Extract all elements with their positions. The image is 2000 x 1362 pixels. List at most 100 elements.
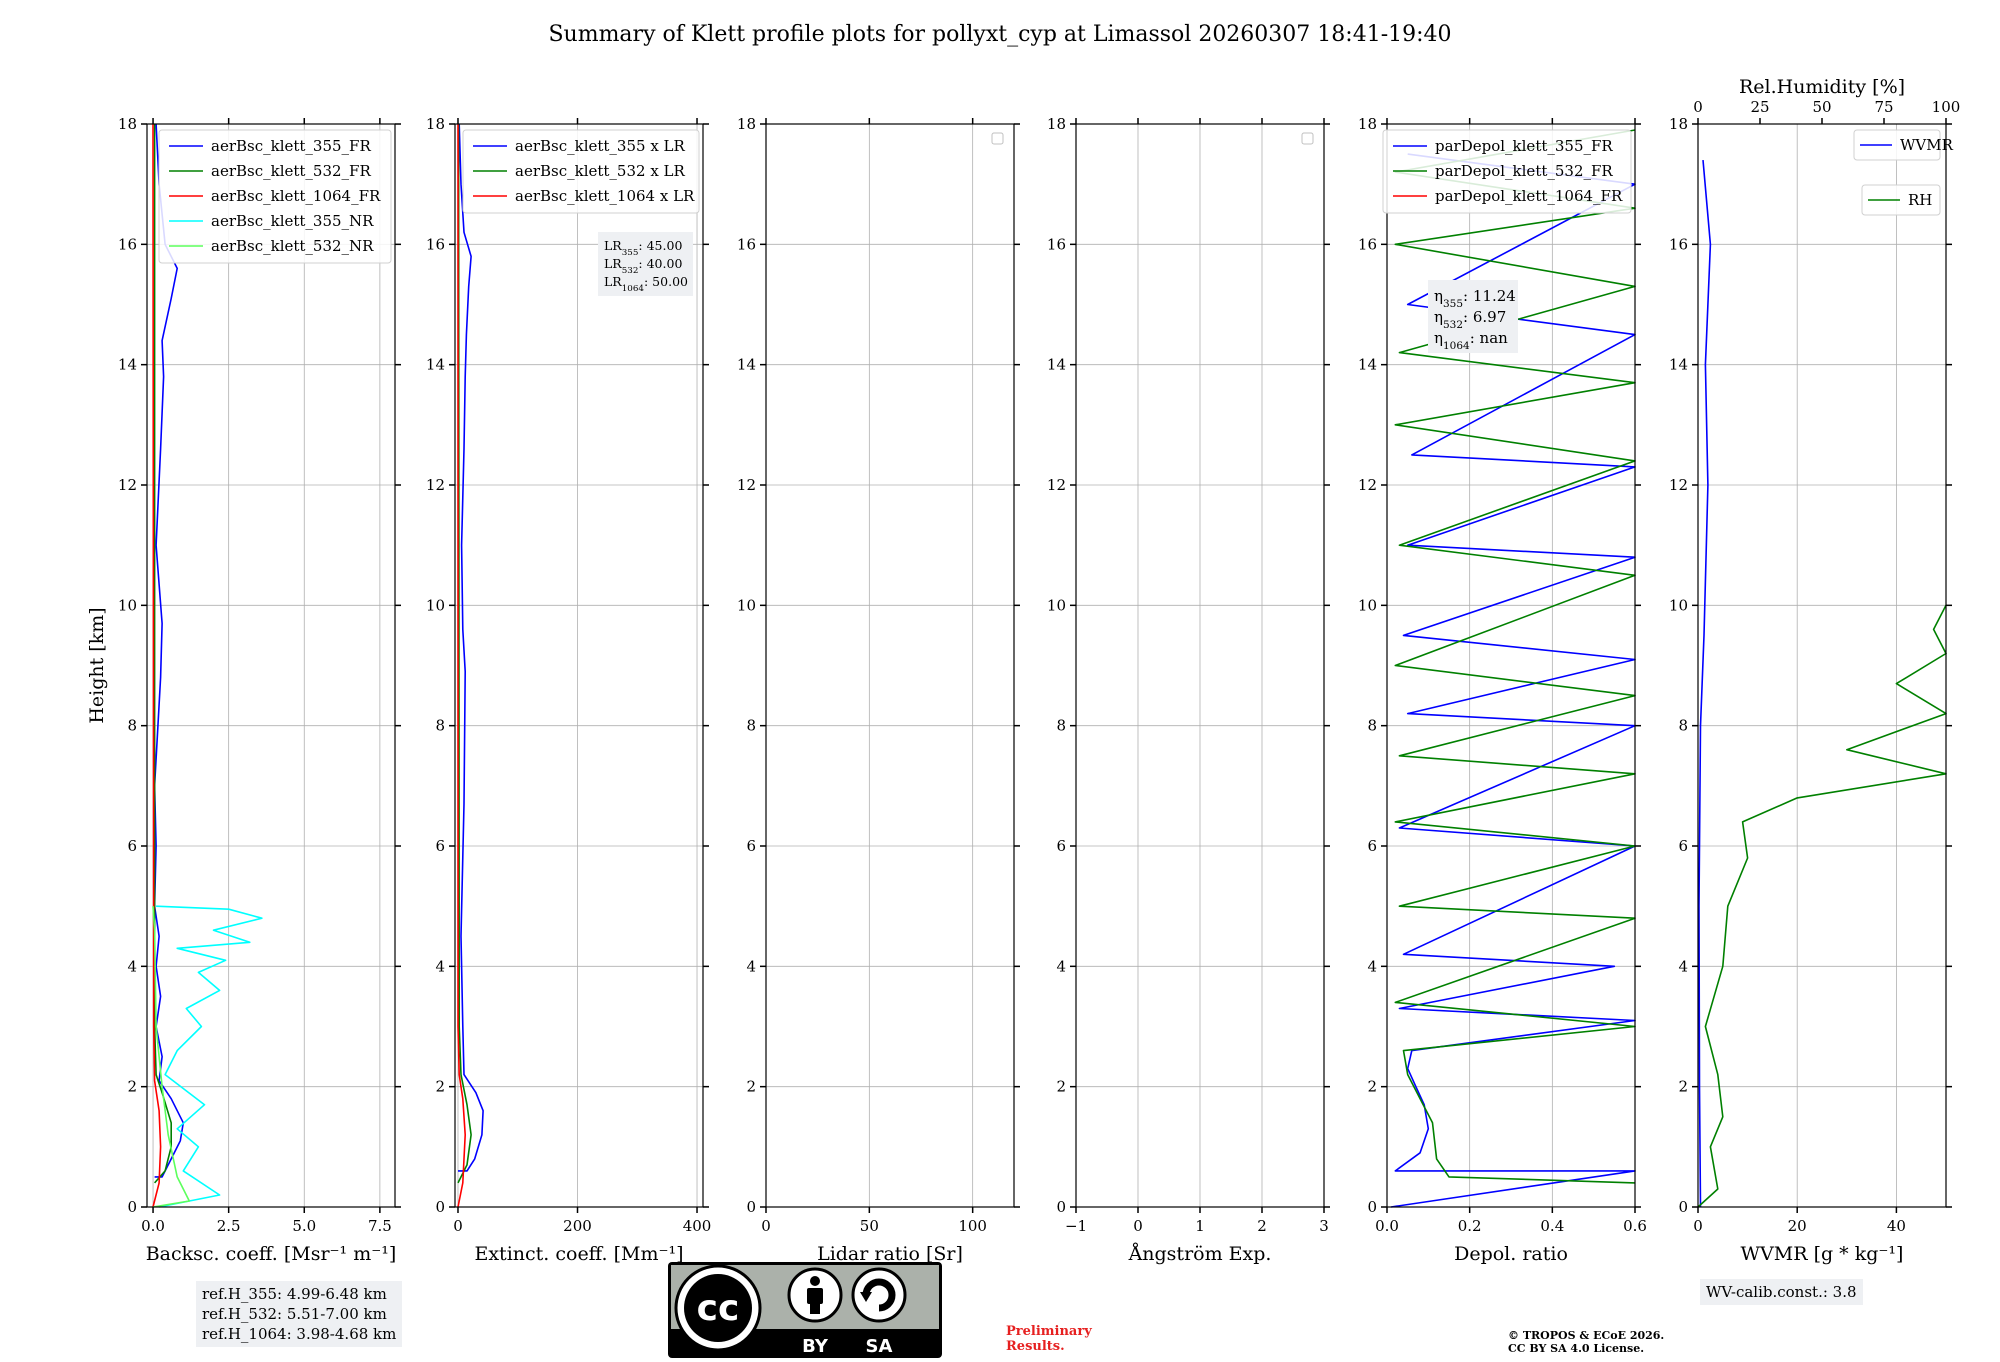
y-tick-label: 12 (426, 476, 445, 494)
figure-title: Summary of Klett profile plots for polly… (548, 22, 1452, 47)
y-tick-label: 12 (118, 476, 137, 494)
series-line-aerBsc_klett_355 x LR (458, 123, 484, 1172)
y-tick-label: 14 (1047, 356, 1066, 374)
legend-box (462, 129, 700, 214)
series-line-aerBsc_klett_355_FR (153, 123, 185, 1178)
y-tick-label: 6 (746, 837, 756, 855)
y-tick-label: 8 (127, 717, 137, 735)
y-tick-label: 4 (435, 957, 445, 975)
y-tick-label: 2 (435, 1078, 445, 1096)
legend-box (158, 129, 392, 264)
x2-tick-label: 25 (1750, 98, 1769, 116)
y-tick-label: 16 (118, 235, 137, 253)
y-tick-label: 2 (127, 1078, 137, 1096)
y-tick-label: 16 (1669, 235, 1688, 253)
copyright-line-1: © TROPOS & ECoE 2026. (1508, 1329, 1665, 1342)
y-tick-label: 10 (118, 596, 137, 614)
x-tick-label: 0 (1133, 1217, 1143, 1235)
x-tick-label: 20 (1788, 1217, 1807, 1235)
legend-label-aerBsc_klett_532 x LR: aerBsc_klett_532 x LR (515, 162, 686, 180)
x-tick-label: 40 (1887, 1217, 1906, 1235)
y-tick-label: 2 (1367, 1078, 1377, 1096)
y-tick-label: 18 (737, 115, 756, 133)
y-tick-label: 18 (1358, 115, 1377, 133)
y-tick-label: 14 (118, 356, 137, 374)
legend-label-aerBsc_klett_532_FR: aerBsc_klett_532_FR (211, 162, 371, 180)
legend-label-parDepol_klett_355_FR: parDepol_klett_355_FR (1435, 137, 1613, 155)
legend-label-parDepol_klett_1064_FR: parDepol_klett_1064_FR (1435, 187, 1623, 205)
preliminary-line-1: Preliminary (1006, 1324, 1092, 1339)
ref-height-355: ref.H_355: 4.99-6.48 km (202, 1285, 387, 1303)
x-axis-label: Extinct. coeff. [Mm⁻¹] (474, 1243, 683, 1265)
x-axis-label: Ångström Exp. (1128, 1243, 1272, 1265)
x2-axis-label: Rel.Humidity [%] (1739, 76, 1905, 98)
legend-label-RH: RH (1908, 191, 1932, 209)
sa-share-alike-icon (851, 1267, 907, 1323)
legend-label-parDepol_klett_532_FR: parDepol_klett_532_FR (1435, 162, 1613, 180)
y-tick-label: 0 (1678, 1198, 1688, 1216)
legend-box-RH (1861, 184, 1941, 216)
legend-label-aerBsc_klett_355_FR: aerBsc_klett_355_FR (211, 137, 371, 155)
x-tick-label: 100 (958, 1217, 987, 1235)
series-line-aerBsc_klett_532 x LR (457, 123, 472, 1184)
x-tick-label: 7.5 (368, 1217, 392, 1235)
annotation-LR1064: LR1064: 50.00 (604, 274, 688, 294)
y-tick-label: 16 (426, 235, 445, 253)
x-tick-label: 0 (761, 1217, 771, 1235)
y-tick-label: 14 (1669, 356, 1688, 374)
y-tick-label: 4 (1678, 957, 1688, 975)
x-tick-label: 3 (1319, 1217, 1329, 1235)
x2-tick-label: 50 (1812, 98, 1831, 116)
cc-by-sa-logo: cc BY SA (668, 1262, 942, 1362)
y-tick-label: 16 (1358, 235, 1377, 253)
y-tick-label: 6 (1678, 837, 1688, 855)
x-tick-label: 0.2 (1458, 1217, 1482, 1235)
series-line-aerBsc_klett_532_FR (153, 124, 172, 1184)
x-axis-label: Backsc. coeff. [Msr⁻¹ m⁻¹] (146, 1243, 397, 1265)
y-tick-label: 14 (1358, 356, 1377, 374)
wv-calibration-box: WV-calib.const.: 3.8 (1700, 1279, 1863, 1305)
preliminary-results-note: Preliminary Results. (1006, 1324, 1092, 1354)
annotation-box (1428, 280, 1518, 353)
y-tick-label: 12 (1047, 476, 1066, 494)
series-line-aerBsc_klett_1064 x LR (457, 124, 466, 1208)
plot-frame (146, 123, 396, 1208)
annotation-η355: η355: 11.24 (1434, 287, 1516, 310)
x-tick-label: 400 (683, 1217, 712, 1235)
cc-logo-text: cc (697, 1288, 740, 1329)
y-tick-label: 10 (1358, 596, 1377, 614)
x-tick-label: 0 (1693, 1217, 1703, 1235)
y-tick-label: 18 (426, 115, 445, 133)
x-tick-label: 50 (860, 1217, 879, 1235)
panel-6: 0 2 4 6 8 10 12 14 16 18 0 20 40 0 25 50 75 100 Rel.Humidi… (1669, 76, 1960, 1265)
y-tick-label: 0 (746, 1198, 756, 1216)
x-tick-label: 1 (1195, 1217, 1205, 1235)
empty-legend-box (1301, 132, 1314, 145)
plot-frame (1697, 123, 1947, 1208)
y-tick-label: 0 (1056, 1198, 1066, 1216)
sa-label: SA (866, 1336, 893, 1357)
y-tick-label: 0 (1367, 1198, 1377, 1216)
y-tick-label: 6 (435, 837, 445, 855)
x-tick-label: 5.0 (292, 1217, 316, 1235)
y-tick-label: 8 (746, 717, 756, 735)
panel-5: 0 2 4 6 8 10 12 14 16 18 0.0 0.2 0.4 0.6 Depol. ratio p… (1358, 115, 1647, 1265)
copyright-note: © TROPOS & ECoE 2026. CC BY SA 4.0 Licen… (1508, 1329, 1664, 1355)
panel-1: 0 2 4 6 8 10 12 14 16 18 0.0 2.5 5.0 7.5 Backsc. coeff… (86, 115, 401, 1265)
y-axis-label: Height [km] (86, 607, 108, 723)
y-tick-label: 4 (1056, 957, 1066, 975)
y-tick-label: 2 (1056, 1078, 1066, 1096)
x2-tick-label: 100 (1932, 98, 1961, 116)
legend-label-WVMR: WVMR (1900, 136, 1954, 154)
x-axis-label: Depol. ratio (1454, 1243, 1568, 1265)
x-tick-label: 200 (563, 1217, 592, 1235)
empty-legend-box (991, 132, 1004, 145)
reference-height-box: ref.H_355: 4.99-6.48 km ref.H_532: 5.51-… (196, 1281, 403, 1347)
x-tick-label: 2.5 (217, 1217, 241, 1235)
by-label: BY (802, 1336, 829, 1357)
y-tick-label: 18 (1669, 115, 1688, 133)
ref-height-1064: ref.H_1064: 3.98-4.68 km (202, 1325, 397, 1343)
y-tick-label: 10 (1047, 596, 1066, 614)
